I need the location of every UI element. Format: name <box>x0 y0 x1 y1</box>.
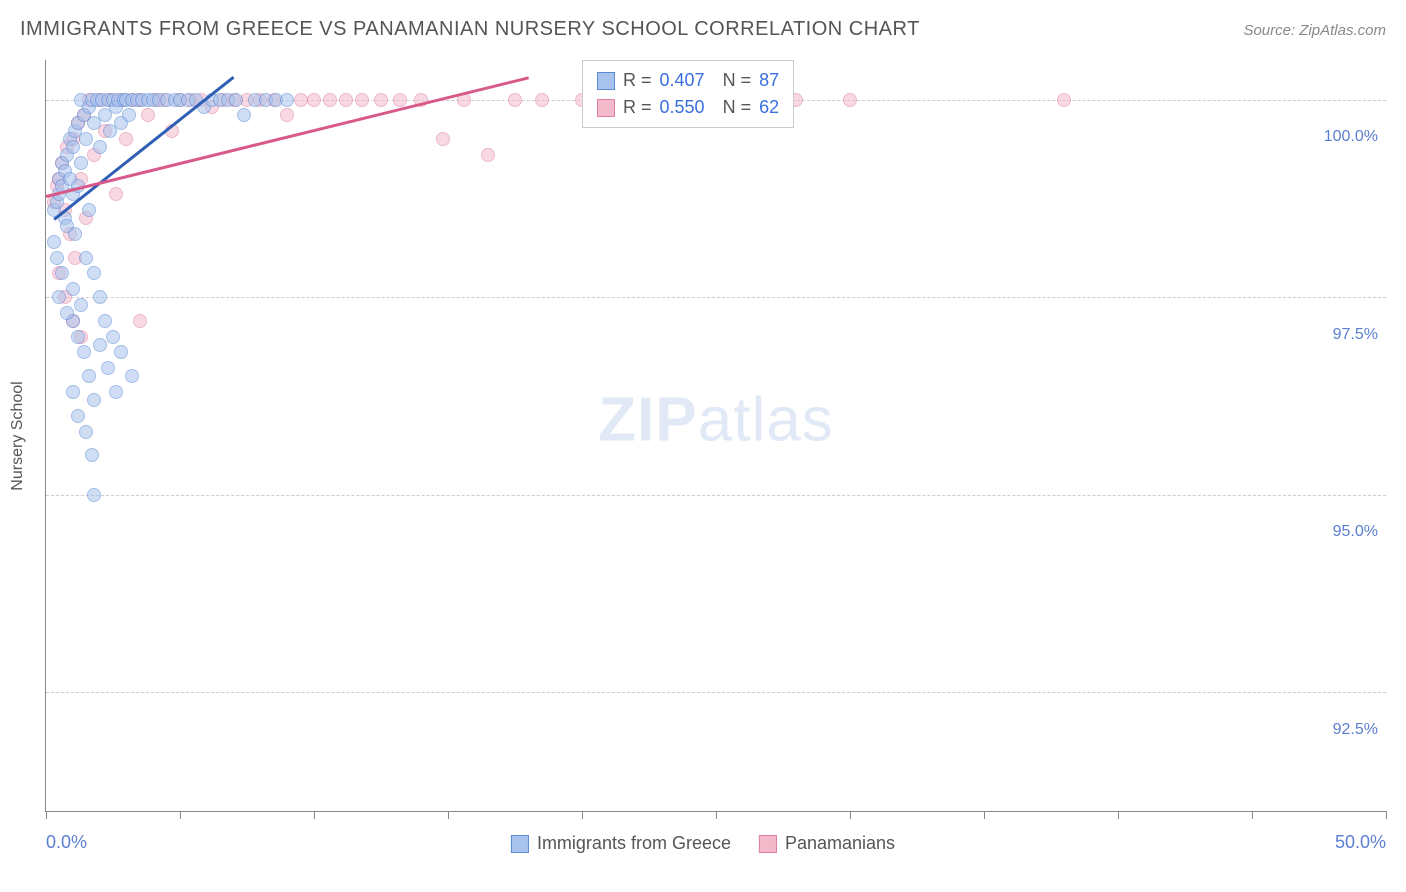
data-point <box>436 132 450 146</box>
legend-value: 87 <box>759 67 779 94</box>
legend-correlation: R = 0.407 N = 87 R = 0.550 N = 62 <box>582 60 794 128</box>
source-attribution: Source: ZipAtlas.com <box>1243 22 1386 39</box>
legend-series-label: Immigrants from Greece <box>537 833 731 854</box>
data-point <box>481 148 495 162</box>
data-point <box>109 385 123 399</box>
data-point <box>109 187 123 201</box>
data-point <box>68 227 82 241</box>
x-tick <box>1252 811 1253 819</box>
legend-label: R = <box>623 94 652 121</box>
legend-swatch <box>511 835 529 853</box>
data-point <box>87 488 101 502</box>
y-tick-label: 92.5% <box>1333 721 1378 739</box>
x-tick <box>314 811 315 819</box>
data-point <box>125 369 139 383</box>
data-point <box>74 298 88 312</box>
x-axis-min-label: 0.0% <box>46 832 87 853</box>
data-point <box>87 393 101 407</box>
legend-value: 62 <box>759 94 779 121</box>
data-point <box>1057 93 1071 107</box>
data-point <box>77 345 91 359</box>
data-point <box>114 345 128 359</box>
data-point <box>122 108 136 122</box>
x-tick <box>850 811 851 819</box>
data-point <box>79 425 93 439</box>
x-tick <box>448 811 449 819</box>
data-point <box>280 93 294 107</box>
chart-plot-area: Nursery School ZIPatlas 0.0% 50.0% 100.0… <box>45 60 1386 812</box>
legend-swatch <box>759 835 777 853</box>
data-point <box>47 235 61 249</box>
x-tick <box>716 811 717 819</box>
data-point <box>66 282 80 296</box>
legend-label: N = <box>713 94 752 121</box>
data-point <box>52 290 66 304</box>
data-point <box>71 409 85 423</box>
y-tick-label: 97.5% <box>1333 326 1378 344</box>
data-point <box>229 93 243 107</box>
legend-value: 0.407 <box>660 67 705 94</box>
x-tick <box>180 811 181 819</box>
data-point <box>66 140 80 154</box>
legend-bottom: Immigrants from Greece Panamanians <box>511 833 895 854</box>
y-tick-label: 100.0% <box>1324 128 1378 146</box>
data-point <box>82 369 96 383</box>
data-point <box>133 314 147 328</box>
data-point <box>55 266 69 280</box>
data-point <box>87 266 101 280</box>
data-point <box>355 93 369 107</box>
data-point <box>79 132 93 146</box>
data-point <box>508 93 522 107</box>
x-tick <box>1118 811 1119 819</box>
legend-swatch <box>597 99 615 117</box>
legend-value: 0.550 <box>660 94 705 121</box>
data-point <box>98 314 112 328</box>
legend-item: Panamanians <box>759 833 895 854</box>
data-point <box>323 93 337 107</box>
data-point <box>93 290 107 304</box>
x-axis-max-label: 50.0% <box>1335 832 1386 853</box>
y-tick-label: 95.0% <box>1333 523 1378 541</box>
data-point <box>374 93 388 107</box>
data-point <box>280 108 294 122</box>
data-point <box>339 93 353 107</box>
watermark: ZIPatlas <box>598 385 833 456</box>
data-point <box>307 93 321 107</box>
data-point <box>294 93 308 107</box>
legend-label: R = <box>623 67 652 94</box>
data-point <box>66 385 80 399</box>
legend-swatch <box>597 72 615 90</box>
data-point <box>237 108 251 122</box>
data-point <box>82 203 96 217</box>
legend-item: Immigrants from Greece <box>511 833 731 854</box>
data-point <box>106 330 120 344</box>
gridline <box>46 692 1386 693</box>
x-tick <box>46 811 47 819</box>
data-point <box>93 140 107 154</box>
y-axis-title: Nursery School <box>9 381 27 490</box>
legend-series-label: Panamanians <box>785 833 895 854</box>
gridline <box>46 495 1386 496</box>
legend-label: N = <box>713 67 752 94</box>
data-point <box>93 338 107 352</box>
x-tick <box>984 811 985 819</box>
data-point <box>79 251 93 265</box>
data-point <box>60 306 74 320</box>
data-point <box>393 93 407 107</box>
data-point <box>843 93 857 107</box>
data-point <box>50 251 64 265</box>
data-point <box>141 108 155 122</box>
x-tick <box>1386 811 1387 819</box>
x-tick <box>582 811 583 819</box>
gridline <box>46 297 1386 298</box>
data-point <box>535 93 549 107</box>
data-point <box>74 156 88 170</box>
chart-title: IMMIGRANTS FROM GREECE VS PANAMANIAN NUR… <box>20 18 920 41</box>
data-point <box>85 448 99 462</box>
data-point <box>119 132 133 146</box>
data-point <box>101 361 115 375</box>
data-point <box>71 330 85 344</box>
